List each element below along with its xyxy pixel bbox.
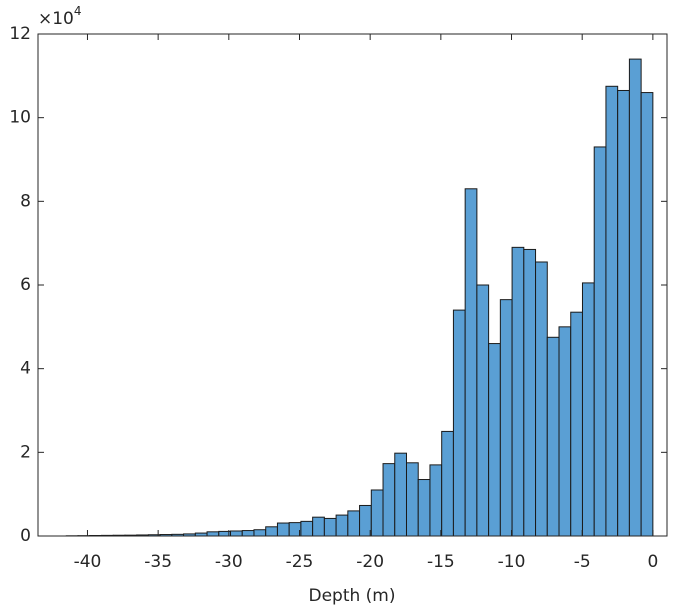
x-axis-label: Depth (m)	[308, 586, 395, 606]
y-tick-label: 4	[20, 359, 31, 379]
bar	[429, 464, 443, 537]
y-tick-label: 12	[9, 24, 31, 44]
bar	[628, 58, 642, 537]
bar	[464, 188, 478, 537]
y-tick-label: 10	[9, 108, 31, 128]
x-tick-label: -5	[574, 552, 591, 572]
bar	[265, 526, 278, 537]
bar	[417, 479, 431, 537]
bar	[535, 261, 548, 537]
bar	[241, 530, 255, 537]
bar	[523, 248, 537, 537]
bar	[335, 514, 349, 537]
bar	[640, 92, 654, 537]
bar	[452, 309, 466, 537]
x-tick-label: 0	[647, 552, 658, 572]
bar	[511, 246, 525, 537]
bar	[593, 146, 607, 537]
x-tick-label: -25	[286, 552, 314, 572]
bar	[546, 336, 560, 537]
bar	[359, 504, 372, 537]
bar	[276, 522, 290, 537]
bar	[230, 530, 243, 537]
y-tick-label: 6	[20, 275, 31, 295]
bar	[605, 85, 619, 537]
y-tick-label: 2	[20, 442, 31, 462]
bar	[558, 326, 572, 537]
bar	[382, 463, 396, 537]
bar	[323, 517, 337, 537]
y-tick-label: 0	[20, 526, 31, 546]
bar	[394, 452, 407, 537]
bar	[347, 510, 361, 537]
bar	[581, 282, 595, 537]
bar	[441, 430, 454, 537]
bar	[617, 89, 630, 537]
x-tick-label: -10	[498, 552, 526, 572]
y-multiplier: ×104	[38, 4, 82, 30]
bar	[488, 343, 501, 537]
bar	[312, 516, 325, 537]
y-tick-label: 8	[20, 191, 31, 211]
bar	[206, 531, 220, 537]
bar	[499, 299, 513, 537]
x-tick-label: -20	[356, 552, 384, 572]
bar	[476, 284, 490, 537]
bar	[253, 529, 267, 537]
y-multiplier-exponent: 4	[74, 4, 82, 18]
x-tick-label: -15	[427, 552, 455, 572]
x-tick-label: -35	[144, 552, 172, 572]
x-tick-label: -30	[215, 552, 243, 572]
y-multiplier-base: ×10	[38, 9, 74, 29]
bar	[570, 311, 583, 537]
bar	[370, 489, 384, 537]
x-tick-label: -40	[74, 552, 102, 572]
bar	[300, 520, 314, 537]
bar	[405, 462, 419, 537]
